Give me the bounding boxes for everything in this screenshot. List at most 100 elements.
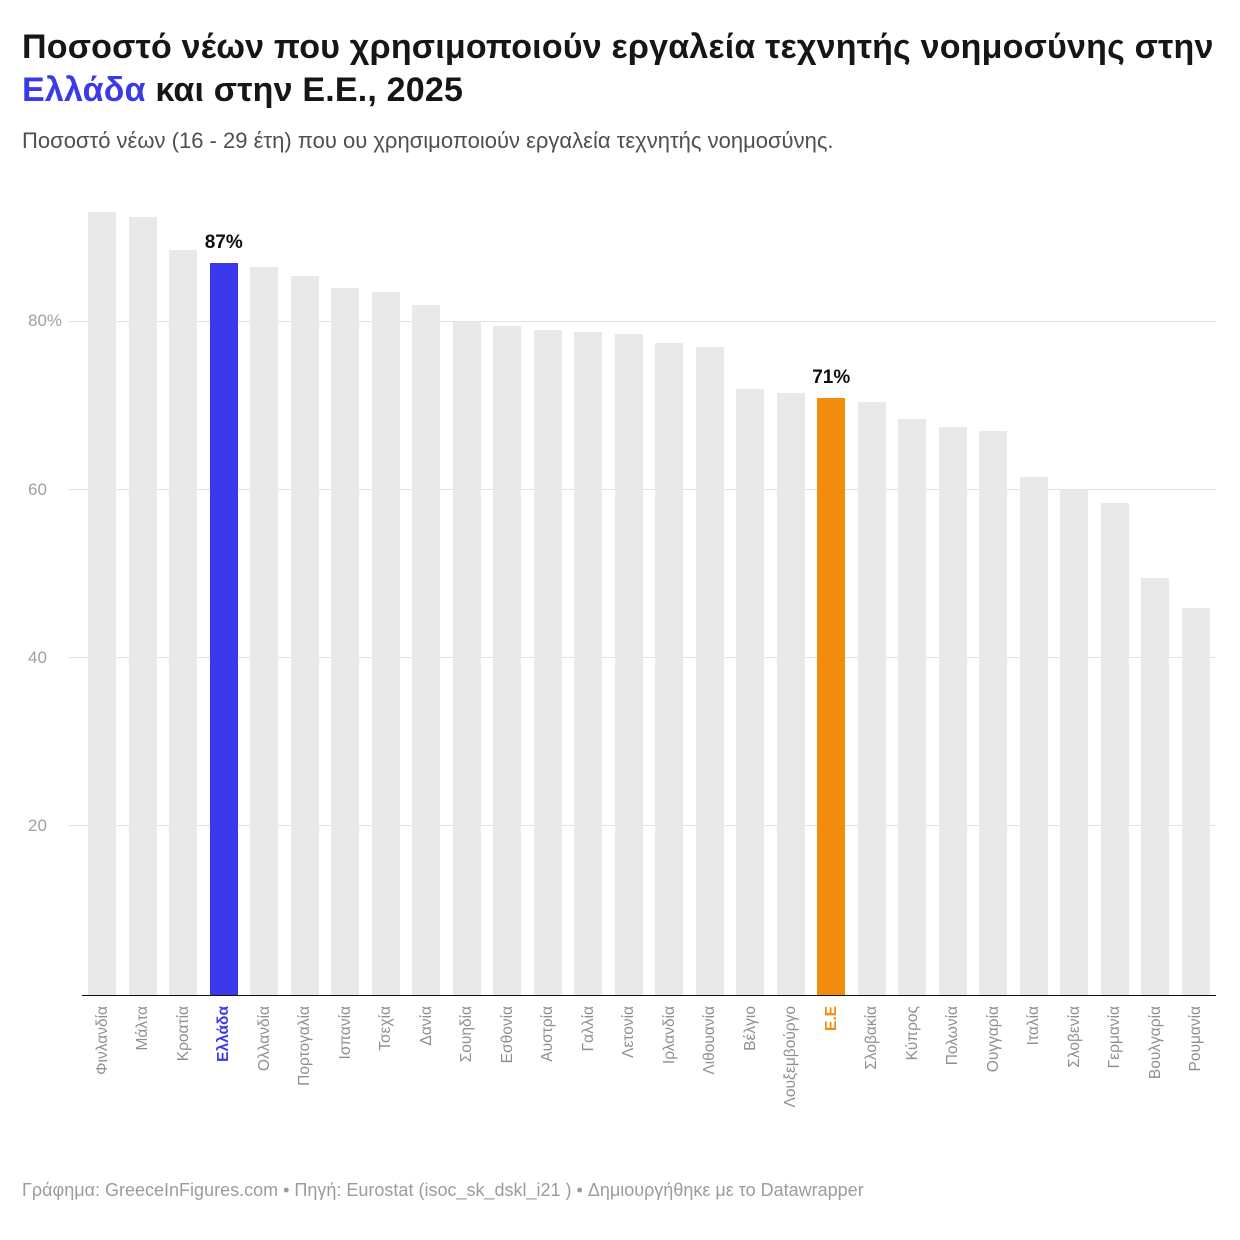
bar-Λιθουανία: [695, 347, 724, 995]
page-title: Ποσοστό νέων που χρησιμοποιούν εργαλεία …: [22, 26, 1216, 112]
x-label-cell: Αυστρία: [528, 996, 569, 1164]
bar-Γερμανία: [1100, 502, 1129, 995]
x-axis-label: Τσεχία: [377, 1005, 394, 1051]
bar-Βέλγιο: [736, 389, 765, 995]
x-axis-label: Λουξεμβούργο: [782, 1005, 799, 1108]
bar-Λετονία: [614, 333, 643, 995]
bar-column: [366, 196, 407, 995]
bar-column: [406, 196, 447, 995]
x-label-cell: Μάλτα: [123, 996, 164, 1164]
x-axis-label: Πορτογαλία: [296, 1005, 313, 1086]
bar-Μάλτα: [128, 216, 157, 995]
x-axis-label: Σλοβακία: [863, 1005, 880, 1070]
x-axis-label: Λετονία: [620, 1005, 637, 1058]
x-axis-label: Βέλγιο: [741, 1005, 759, 1051]
x-label-cell: Σλοβακία: [852, 996, 893, 1164]
bar-value-label: 71%: [812, 366, 851, 388]
y-axis-tick-label: 20: [28, 815, 47, 835]
x-axis-label: Μάλτα: [134, 1005, 151, 1051]
x-label-cell: Ρουμανία: [1176, 996, 1217, 1164]
bar-Ιταλία: [1019, 477, 1048, 995]
bar-column: [933, 196, 974, 995]
x-label-cell: Βουλγαρία: [1135, 996, 1176, 1164]
bar-Ε.Ε: [817, 397, 846, 995]
x-label-cell: Γερμανία: [1095, 996, 1136, 1164]
x-label-cell: Ιρλανδία: [649, 996, 690, 1164]
x-axis-label: Λιθουανία: [701, 1005, 718, 1075]
x-label-cell: Σλοβενία: [1054, 996, 1095, 1164]
attribution-footer: Γράφημα: GreeceInFigures.com • Πηγή: Eur…: [22, 1179, 864, 1200]
x-label-cell: Τσεχία: [366, 996, 407, 1164]
bar-column: [1054, 196, 1095, 995]
x-axis-label: Πολωνία: [944, 1005, 961, 1065]
bar-value-label: 87%: [204, 231, 243, 253]
bar-column: [852, 196, 893, 995]
bar-column: [973, 196, 1014, 995]
title-highlight-greece: Ελλάδα: [22, 70, 146, 109]
x-axis-label: Αυστρία: [539, 1005, 556, 1062]
bar-column: [1014, 196, 1055, 995]
bar-Ιρλανδία: [655, 342, 684, 995]
bar-Εσθονία: [493, 326, 522, 995]
bar-Φινλανδία: [88, 212, 117, 995]
y-axis-tick-label: 40: [28, 647, 47, 667]
bar-column: [487, 196, 528, 995]
bar-column: [771, 196, 812, 995]
x-axis-label: Ισπανία: [336, 1005, 354, 1060]
bar-column: 71%: [811, 196, 852, 995]
bar-column: [528, 196, 569, 995]
bar-Γαλλία: [574, 331, 603, 995]
title-part2: και στην Ε.Ε., 2025: [145, 70, 464, 109]
bar-Τσεχία: [371, 292, 400, 995]
bar-Ρουμανία: [1181, 607, 1210, 995]
chart-subtitle: Ποσοστό νέων (16 - 29 έτη) που ου χρησιμ…: [22, 127, 834, 153]
x-axis-label: Ουγγαρία: [984, 1005, 1002, 1072]
x-label-cell: Λιθουανία: [690, 996, 731, 1164]
x-label-cell: Δανία: [406, 996, 447, 1164]
x-axis-label: Ελλάδα: [215, 1005, 232, 1062]
bar-Λουξεμβούργο: [776, 393, 805, 995]
x-label-cell: Ε.Ε: [811, 996, 852, 1164]
bar-column: [690, 196, 731, 995]
x-axis-label: Κροατία: [174, 1005, 192, 1061]
bar-Ουγγαρία: [979, 431, 1008, 995]
x-axis-label: Γερμανία: [1106, 1005, 1123, 1068]
bar-column: [568, 196, 609, 995]
x-axis-label: Φινλανδία: [93, 1005, 111, 1075]
x-label-cell: Φινλανδία: [82, 996, 123, 1164]
bar-Πολωνία: [938, 426, 967, 995]
bar-Πορτογαλία: [290, 275, 319, 995]
bars: 87% 71%: [82, 196, 1216, 995]
x-axis-label: Σουηδία: [458, 1005, 475, 1062]
bar-column: [163, 196, 204, 995]
x-label-cell: Ελλάδα: [204, 996, 245, 1164]
x-axis-label: Ιρλανδία: [660, 1005, 678, 1064]
x-label-cell: Ισπανία: [325, 996, 366, 1164]
x-label-cell: Ιταλία: [1014, 996, 1055, 1164]
bar-Ελλάδα: [209, 262, 238, 995]
y-axis-tick-label: 80%: [28, 311, 63, 331]
bar-column: [285, 196, 326, 995]
bar-chart: 20 40 60 80% 87% 71% Φινλανδία Μάλτα Κροατία Ελ…: [22, 196, 1216, 1164]
bar-Ολλανδία: [250, 267, 279, 995]
x-axis-label: Εσθονία: [498, 1005, 516, 1063]
bar-Σλοβενία: [1060, 490, 1089, 995]
x-axis-label: Βουλγαρία: [1146, 1005, 1164, 1079]
bar-column: [609, 196, 650, 995]
x-axis-label: Γαλλία: [579, 1005, 597, 1052]
bar-column: [123, 196, 164, 995]
bar-column: [1135, 196, 1176, 995]
bar-Σλοβακία: [857, 401, 886, 995]
x-label-cell: Λουξεμβούργο: [771, 996, 812, 1164]
x-label-cell: Λετονία: [609, 996, 650, 1164]
x-axis-label: Ολλανδία: [255, 1005, 273, 1071]
bar-Σουηδία: [452, 321, 481, 995]
x-label-cell: Ουγγαρία: [973, 996, 1014, 1164]
bar-Κύπρος: [898, 418, 927, 995]
x-label-cell: Γαλλία: [568, 996, 609, 1164]
bar-column: [1176, 196, 1217, 995]
bar-column: [649, 196, 690, 995]
x-label-cell: Κροατία: [163, 996, 204, 1164]
title-part1: Ποσοστό νέων που χρησιμοποιούν εργαλεία …: [22, 28, 1214, 66]
x-label-cell: Πολωνία: [933, 996, 974, 1164]
